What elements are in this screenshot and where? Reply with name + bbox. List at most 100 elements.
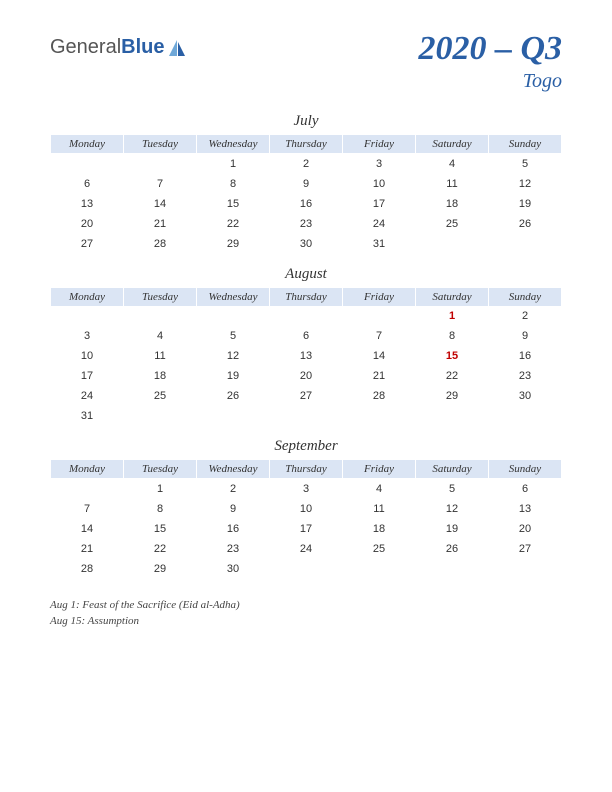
day-cell: 10: [51, 346, 124, 366]
day-cell: [489, 559, 562, 579]
day-cell: 1: [124, 479, 197, 499]
weekday-header: Monday: [51, 287, 124, 306]
holiday-notes: Aug 1: Feast of the Sacrifice (Eid al-Ad…: [50, 597, 562, 630]
holiday-note: Aug 15: Assumption: [50, 613, 562, 630]
day-cell: 10: [343, 174, 416, 194]
day-cell: 23: [270, 214, 343, 234]
day-cell: 20: [270, 366, 343, 386]
day-cell: 13: [489, 499, 562, 519]
day-cell: [51, 479, 124, 499]
month-block: September MondayTuesdayWednesdayThursdayF…: [50, 438, 562, 579]
day-cell: 23: [489, 366, 562, 386]
weekday-header: Tuesday: [124, 135, 197, 154]
day-cell: [124, 406, 197, 426]
day-cell: 27: [51, 234, 124, 254]
weekday-header: Sunday: [489, 135, 562, 154]
weekday-header: Friday: [343, 287, 416, 306]
day-cell: [51, 154, 124, 174]
day-cell: 29: [197, 234, 270, 254]
day-cell: 5: [416, 479, 489, 499]
day-cell: 25: [416, 214, 489, 234]
day-cell: [343, 306, 416, 326]
day-cell: 2: [270, 154, 343, 174]
day-cell: 12: [197, 346, 270, 366]
day-cell: 6: [270, 326, 343, 346]
day-cell: 6: [489, 479, 562, 499]
day-cell: 14: [51, 519, 124, 539]
day-cell: 13: [51, 194, 124, 214]
weekday-header: Monday: [51, 135, 124, 154]
day-cell: 28: [51, 559, 124, 579]
day-cell: 9: [489, 326, 562, 346]
day-cell: 28: [124, 234, 197, 254]
day-cell: [489, 406, 562, 426]
day-cell: 24: [270, 539, 343, 559]
day-cell: 16: [489, 346, 562, 366]
day-cell: 13: [270, 346, 343, 366]
day-cell: 26: [416, 539, 489, 559]
day-cell: 30: [197, 559, 270, 579]
day-cell: 25: [124, 386, 197, 406]
day-cell: 21: [343, 366, 416, 386]
day-cell: 26: [489, 214, 562, 234]
calendar-table: MondayTuesdayWednesdayThursdayFridaySatu…: [50, 459, 562, 579]
day-cell: [197, 406, 270, 426]
day-cell: 5: [197, 326, 270, 346]
day-cell: 7: [343, 326, 416, 346]
month-block: JulyMondayTuesdayWednesdayThursdayFriday…: [50, 113, 562, 254]
day-cell: 12: [489, 174, 562, 194]
day-cell: 27: [489, 539, 562, 559]
day-cell: 28: [343, 386, 416, 406]
day-cell: 14: [124, 194, 197, 214]
day-cell: 11: [343, 499, 416, 519]
day-cell: 12: [416, 499, 489, 519]
day-cell: 31: [343, 234, 416, 254]
day-cell: 8: [416, 326, 489, 346]
day-cell: [270, 559, 343, 579]
day-cell: [197, 306, 270, 326]
weekday-header: Saturday: [416, 460, 489, 479]
weekday-header: Sunday: [489, 287, 562, 306]
day-cell: [416, 234, 489, 254]
day-cell: 19: [197, 366, 270, 386]
day-cell: 1: [416, 306, 489, 326]
day-cell: 7: [51, 499, 124, 519]
day-cell: 20: [489, 519, 562, 539]
month-name: September: [50, 438, 562, 455]
day-cell: 11: [416, 174, 489, 194]
logo: GeneralBlue: [50, 36, 187, 59]
day-cell: 21: [124, 214, 197, 234]
logo-text-general: General: [50, 36, 121, 59]
day-cell: 4: [343, 479, 416, 499]
weekday-header: Sunday: [489, 460, 562, 479]
day-cell: 18: [124, 366, 197, 386]
weekday-header: Tuesday: [124, 460, 197, 479]
weekday-header: Thursday: [270, 287, 343, 306]
day-cell: 15: [197, 194, 270, 214]
day-cell: 3: [343, 154, 416, 174]
day-cell: 17: [343, 194, 416, 214]
day-cell: 8: [124, 499, 197, 519]
day-cell: 15: [416, 346, 489, 366]
day-cell: [124, 306, 197, 326]
header: GeneralBlue 2020 – Q3 Togo: [50, 30, 562, 93]
day-cell: 16: [270, 194, 343, 214]
day-cell: 22: [416, 366, 489, 386]
weekday-header: Thursday: [270, 460, 343, 479]
day-cell: 11: [124, 346, 197, 366]
day-cell: 19: [489, 194, 562, 214]
day-cell: 29: [416, 386, 489, 406]
day-cell: 24: [51, 386, 124, 406]
day-cell: 4: [416, 154, 489, 174]
day-cell: 27: [270, 386, 343, 406]
day-cell: 17: [270, 519, 343, 539]
day-cell: 15: [124, 519, 197, 539]
title-block: 2020 – Q3 Togo: [418, 30, 562, 93]
day-cell: 26: [197, 386, 270, 406]
page-title: 2020 – Q3: [418, 30, 562, 68]
day-cell: 30: [270, 234, 343, 254]
day-cell: 14: [343, 346, 416, 366]
day-cell: 3: [51, 326, 124, 346]
month-block: AugustMondayTuesdayWednesdayThursdayFrid…: [50, 266, 562, 427]
day-cell: 2: [489, 306, 562, 326]
